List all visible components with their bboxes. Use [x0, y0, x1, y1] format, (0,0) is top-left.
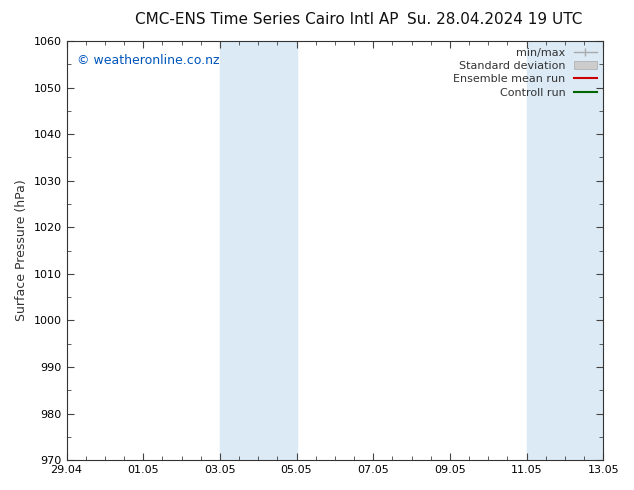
Bar [526, 41, 565, 460]
Text: CMC-ENS Time Series Cairo Intl AP: CMC-ENS Time Series Cairo Intl AP [134, 12, 398, 27]
Y-axis label: Surface Pressure (hPa): Surface Pressure (hPa) [15, 180, 28, 321]
Bar [258, 41, 297, 460]
Text: © weatheronline.co.nz: © weatheronline.co.nz [77, 53, 220, 67]
Bar [565, 41, 603, 460]
Text: Su. 28.04.2024 19 UTC: Su. 28.04.2024 19 UTC [407, 12, 582, 27]
Bar [220, 41, 258, 460]
Legend: min/max, Standard deviation, Ensemble mean run, Controll run: min/max, Standard deviation, Ensemble me… [449, 43, 601, 102]
